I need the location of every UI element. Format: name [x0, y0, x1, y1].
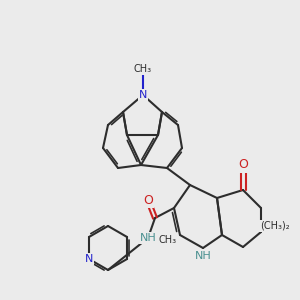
Text: O: O: [143, 194, 153, 206]
Text: (CH₃)₂: (CH₃)₂: [260, 221, 290, 231]
Text: O: O: [238, 158, 248, 172]
Text: CH₃: CH₃: [134, 64, 152, 74]
Text: N: N: [139, 90, 147, 100]
Text: NH: NH: [140, 233, 156, 243]
Text: N: N: [85, 254, 93, 264]
Text: NH: NH: [195, 251, 212, 261]
Text: CH₃: CH₃: [159, 235, 177, 245]
